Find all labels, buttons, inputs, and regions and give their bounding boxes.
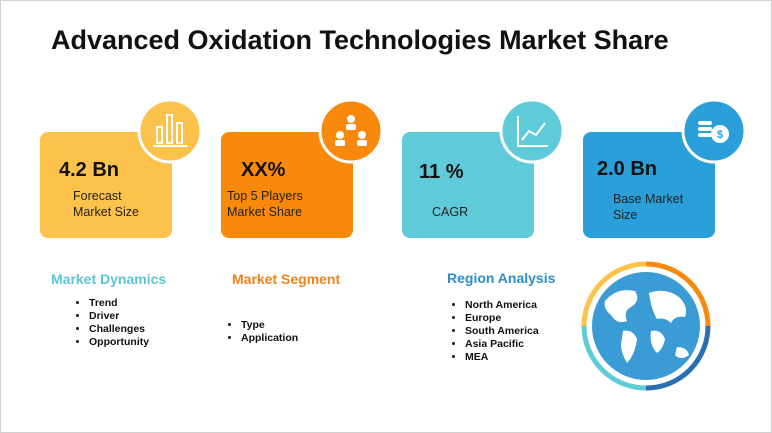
globe [581, 261, 711, 391]
svg-text:$: $ [717, 129, 723, 141]
list-item: Europe [465, 312, 539, 325]
card-label: Forecast Market Size [73, 188, 139, 220]
list-item: Challenges [89, 323, 149, 336]
section-title: Region Analysis [447, 270, 556, 286]
card-label: CAGR [432, 204, 468, 220]
card-value: XX% [241, 159, 286, 181]
card-label: Base Market Size [613, 191, 683, 223]
icon-coins: $ [681, 98, 747, 164]
list-item: MEA [465, 351, 539, 364]
card-value: 2.0 Bn [597, 158, 658, 180]
label-line: Top 5 Players [227, 189, 303, 203]
list-item: North America [465, 299, 539, 312]
label-line: Base Market [613, 192, 684, 206]
label-line: Forecast [73, 189, 122, 203]
list-item: Opportunity [89, 336, 149, 349]
icon-bars [137, 98, 203, 164]
list-item: Driver [89, 310, 149, 323]
label-line: Market Share [227, 205, 303, 219]
list-item: Application [241, 332, 298, 345]
section-title: Market Dynamics [51, 271, 167, 287]
list-item: Type [241, 319, 298, 332]
label-line: Size [613, 208, 638, 222]
label-line: CAGR [432, 205, 469, 219]
section-title: Market Segment [232, 271, 341, 287]
icon-people [318, 98, 384, 164]
card-value: 11 % [419, 161, 464, 183]
section-list: TypeApplication [223, 319, 298, 345]
card-value: 4.2 Bn [59, 159, 120, 181]
label-line: Market Size [73, 205, 139, 219]
card-label: Top 5 Players Market Share [227, 188, 303, 220]
icon-trend [499, 98, 565, 164]
list-item: Trend [89, 297, 149, 310]
section-list: TrendDriverChallengesOpportunity [71, 297, 149, 349]
page-title: Advanced Oxidation Technologies Market S… [51, 25, 669, 55]
list-item: South America [465, 325, 539, 338]
section-list: North AmericaEuropeSouth AmericaAsia Pac… [447, 299, 539, 364]
list-item: Asia Pacific [465, 338, 539, 351]
